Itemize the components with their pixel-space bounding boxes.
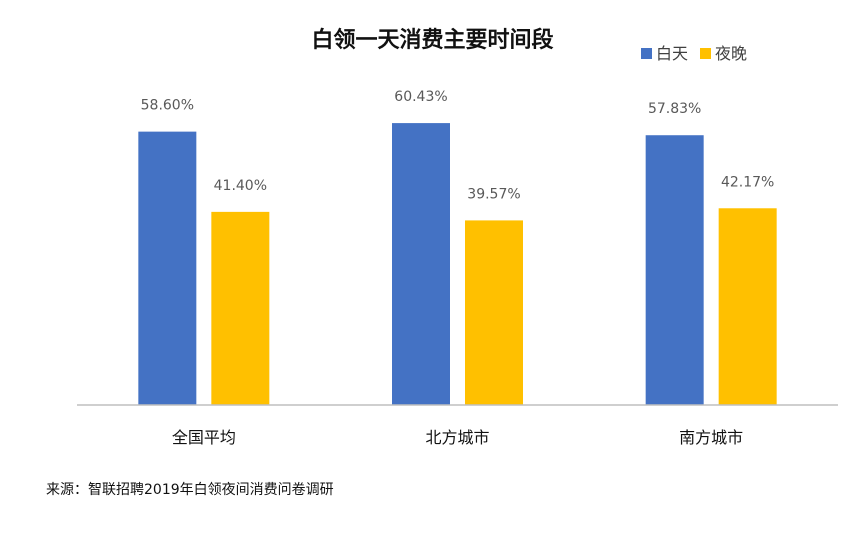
x-tick-labels-group: 全国平均 北方城市 南方城市 xyxy=(172,428,743,447)
bar-night-1 xyxy=(465,220,523,405)
legend-label-day: 白天 xyxy=(656,44,688,63)
legend-swatch-day xyxy=(641,48,652,59)
bar-labels-group: 58.60% 41.40% 60.43% 39.57% 57.83% 42.17% xyxy=(141,89,775,202)
data-label-day-2: 57.83% xyxy=(648,101,701,117)
x-tick-label-1: 北方城市 xyxy=(425,428,489,447)
source-note: 来源：智联招聘2019年白领夜间消费问卷调研 xyxy=(46,482,334,498)
legend: 白天 夜晚 xyxy=(641,44,747,63)
bars-group xyxy=(138,123,777,406)
bar-night-0 xyxy=(211,211,270,405)
legend-label-night: 夜晚 xyxy=(715,44,747,63)
data-label-night-1: 39.57% xyxy=(467,186,520,202)
bar-day-2 xyxy=(645,135,704,405)
data-label-day-1: 60.43% xyxy=(394,89,447,105)
data-label-day-0: 58.60% xyxy=(141,98,194,114)
chart-title: 白领一天消费主要时间段 xyxy=(311,28,554,53)
legend-swatch-night xyxy=(700,48,711,59)
bar-night-2 xyxy=(718,208,777,405)
bar-day-1 xyxy=(392,123,450,405)
bar-day-0 xyxy=(138,131,197,406)
data-label-night-2: 42.17% xyxy=(721,174,774,190)
x-tick-label-0: 全国平均 xyxy=(172,428,236,447)
data-label-night-0: 41.40% xyxy=(214,178,267,194)
x-tick-label-2: 南方城市 xyxy=(679,428,743,447)
